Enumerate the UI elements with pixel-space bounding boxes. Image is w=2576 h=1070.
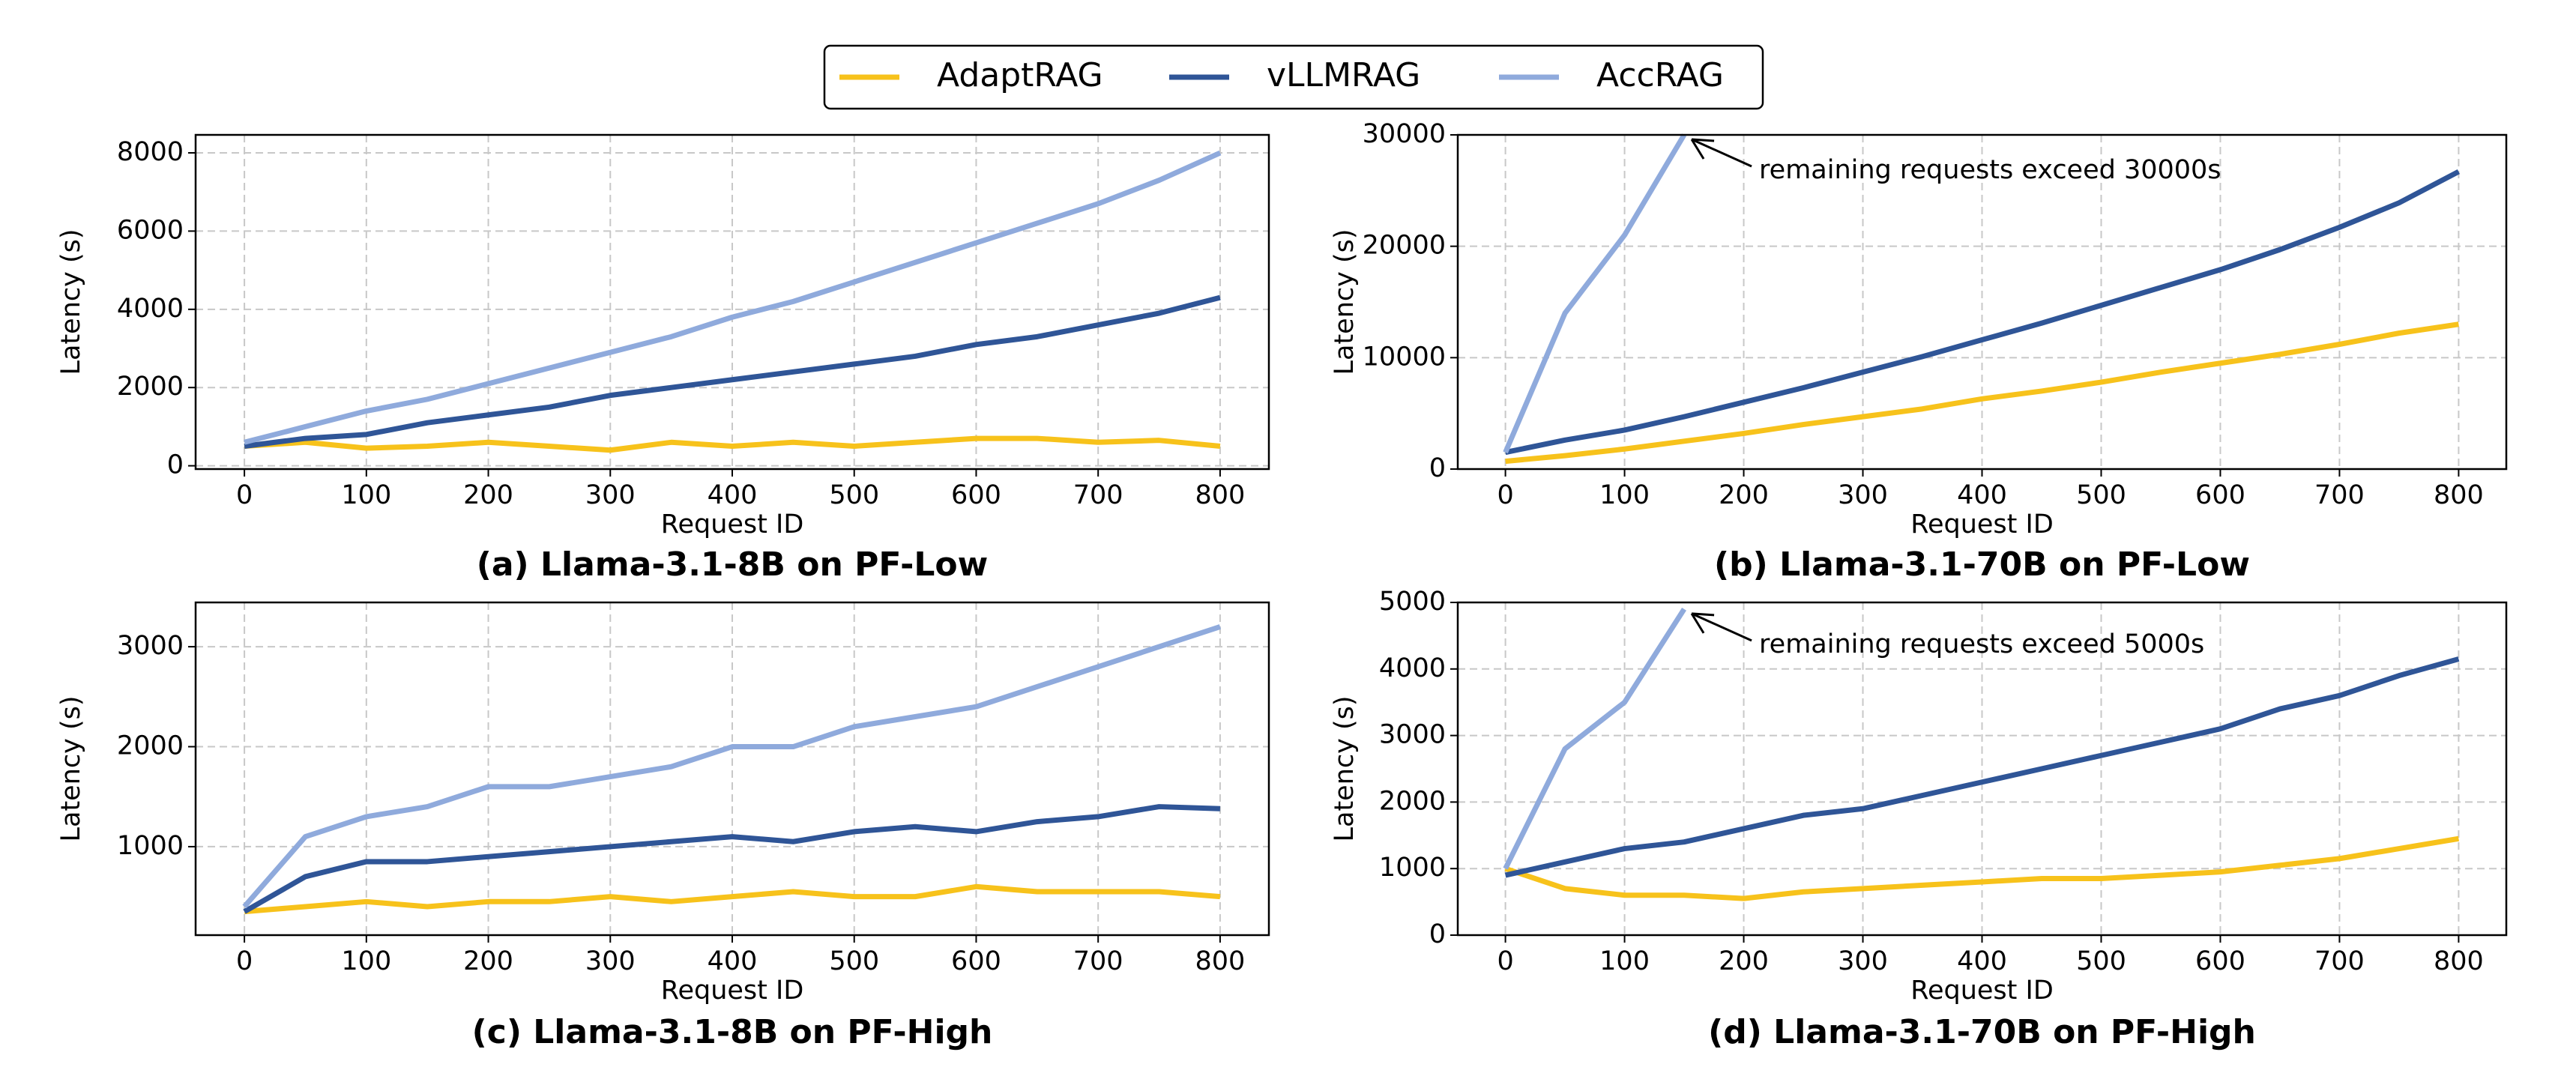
annotation-arrowhead bbox=[1690, 612, 1715, 634]
x-tick-label: 100 bbox=[1599, 946, 1650, 976]
x-tick-label: 100 bbox=[1599, 480, 1650, 510]
annotation-arrowhead bbox=[1690, 138, 1715, 160]
y-tick-label: 8000 bbox=[117, 137, 184, 167]
x-tick-label: 300 bbox=[1838, 480, 1888, 510]
x-tick-label: 300 bbox=[1838, 946, 1888, 976]
x-tick-label: 200 bbox=[1719, 480, 1769, 510]
annotation-arrow bbox=[1691, 612, 1752, 642]
y-tick-label: 1000 bbox=[117, 831, 184, 861]
x-tick-label: 600 bbox=[2195, 946, 2245, 976]
x-axis-label: Request ID bbox=[661, 976, 804, 1006]
x-tick-label: 800 bbox=[2434, 480, 2484, 510]
series-line bbox=[1504, 835, 2459, 901]
y-tick-label: 5000 bbox=[1379, 587, 1446, 617]
series-line bbox=[242, 624, 1222, 909]
series-line bbox=[244, 150, 1222, 445]
plot-frame bbox=[194, 601, 1270, 937]
x-tick-label: 500 bbox=[829, 480, 879, 510]
subplot-caption: (c) Llama-3.1-8B on PF-High bbox=[472, 1013, 993, 1051]
plot-frame bbox=[1456, 601, 2508, 937]
subplot-caption: (a) Llama-3.1-8B on PF-Low bbox=[477, 545, 989, 584]
y-tick-label: 2000 bbox=[1379, 786, 1446, 816]
y-tick-label: 2000 bbox=[117, 731, 184, 761]
series-line bbox=[1505, 321, 2459, 465]
y-tick-label: 6000 bbox=[117, 215, 184, 245]
x-tick-label: 700 bbox=[1073, 946, 1123, 976]
x-tick-label: 700 bbox=[2314, 480, 2365, 510]
x-tick-label: 100 bbox=[341, 480, 391, 510]
x-tick-label: 500 bbox=[2076, 946, 2126, 976]
x-tick-label: 700 bbox=[1073, 480, 1123, 510]
subplot-caption: (b) Llama-3.1-70B on PF-Low bbox=[1714, 545, 2250, 584]
plot-frame bbox=[1456, 133, 2508, 471]
series-line bbox=[1504, 169, 2461, 456]
x-tick-label: 600 bbox=[2195, 480, 2245, 510]
legend-label: AccRAG bbox=[1596, 56, 1724, 94]
x-axis-label: Request ID bbox=[1910, 976, 2054, 1006]
x-tick-label: 600 bbox=[951, 480, 1001, 510]
y-tick-label: 30000 bbox=[1363, 119, 1446, 149]
y-tick-label: 0 bbox=[1429, 919, 1446, 949]
y-tick-label: 3000 bbox=[1379, 720, 1446, 750]
y-tick-label: 3000 bbox=[117, 631, 184, 661]
legend-label: vLLMRAG bbox=[1267, 56, 1420, 94]
annotation: remaining requests exceed 5000s bbox=[1759, 629, 2204, 659]
x-tick-label: 800 bbox=[1195, 480, 1246, 510]
legend-label: AdaptRAG bbox=[937, 56, 1103, 94]
y-tick-label: 4000 bbox=[1379, 653, 1446, 683]
series-line bbox=[1503, 607, 1687, 870]
annotation: remaining requests exceed 30000s bbox=[1759, 155, 2221, 185]
y-tick-label: 0 bbox=[1429, 453, 1446, 483]
x-tick-label: 800 bbox=[2434, 946, 2484, 976]
x-tick-label: 200 bbox=[463, 480, 513, 510]
series-line bbox=[243, 804, 1221, 914]
x-axis-label: Request ID bbox=[661, 510, 804, 539]
legend-box bbox=[823, 44, 1764, 110]
x-tick-label: 400 bbox=[708, 480, 758, 510]
x-axis-label: Request ID bbox=[1910, 510, 2054, 539]
x-tick-label: 0 bbox=[236, 480, 253, 510]
series-line bbox=[244, 294, 1221, 449]
series-line bbox=[1503, 133, 1687, 454]
x-tick-label: 300 bbox=[585, 946, 636, 976]
y-tick-label: 20000 bbox=[1363, 231, 1446, 261]
x-tick-label: 0 bbox=[1497, 946, 1513, 976]
x-tick-label: 600 bbox=[951, 946, 1001, 976]
x-tick-label: 700 bbox=[2314, 946, 2365, 976]
y-axis-label: Latency (s) bbox=[56, 695, 86, 841]
x-tick-label: 500 bbox=[2076, 480, 2126, 510]
plot-frame bbox=[194, 133, 1270, 471]
series-line bbox=[244, 883, 1221, 915]
series-line bbox=[1504, 656, 2460, 878]
x-tick-label: 100 bbox=[341, 946, 391, 976]
y-tick-label: 10000 bbox=[1363, 342, 1446, 372]
x-tick-label: 200 bbox=[1719, 946, 1769, 976]
y-tick-label: 4000 bbox=[117, 294, 184, 324]
x-tick-label: 0 bbox=[236, 946, 253, 976]
y-tick-label: 2000 bbox=[117, 372, 184, 402]
y-tick-label: 1000 bbox=[1379, 853, 1446, 883]
y-tick-label: 0 bbox=[167, 450, 184, 480]
y-axis-label: Latency (s) bbox=[56, 229, 86, 375]
annotation-arrow bbox=[1691, 138, 1752, 168]
x-tick-label: 400 bbox=[1957, 480, 2007, 510]
x-tick-label: 300 bbox=[585, 480, 636, 510]
x-tick-label: 800 bbox=[1195, 946, 1246, 976]
series-line bbox=[244, 435, 1221, 453]
x-tick-label: 0 bbox=[1497, 480, 1513, 510]
x-tick-label: 400 bbox=[1957, 946, 2007, 976]
subplot-caption: (d) Llama-3.1-70B on PF-High bbox=[1708, 1013, 2256, 1051]
x-tick-label: 200 bbox=[463, 946, 513, 976]
y-axis-label: Latency (s) bbox=[1330, 229, 1360, 375]
x-tick-label: 400 bbox=[708, 946, 758, 976]
x-tick-label: 500 bbox=[829, 946, 879, 976]
y-axis-label: Latency (s) bbox=[1330, 695, 1360, 841]
